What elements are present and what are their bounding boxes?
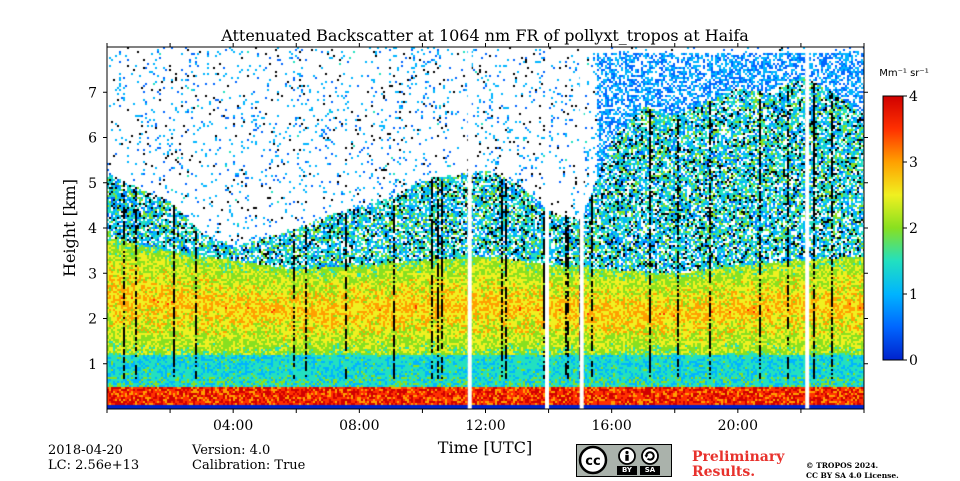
colorbar-unit-label: Mm⁻¹ sr⁻¹	[879, 68, 928, 79]
y-tick-label: 5	[88, 176, 97, 192]
lidar-constant-label: LC: 2.56e+13	[48, 458, 140, 473]
copyright-note: © TROPOS 2024. CC BY SA 4.0 License.	[806, 461, 899, 481]
copyright-line-1: © TROPOS 2024.	[806, 461, 879, 470]
x-axis-label: Time [UTC]	[438, 438, 532, 457]
colorbar-tick-label: 2	[909, 221, 918, 237]
colorbar-tick-label: 0	[909, 353, 918, 369]
y-tick-label: 3	[88, 266, 97, 282]
preliminary-line-1: Preliminary	[692, 449, 785, 465]
x-tick-label: 12:00	[465, 418, 505, 434]
y-tick-label: 2	[88, 312, 97, 328]
cc-by-label: BY	[617, 466, 637, 475]
y-tick-label: 7	[88, 85, 97, 101]
cc-by-sa-badge: cc BY SA	[576, 444, 672, 477]
y-tick-label: 1	[88, 357, 97, 373]
svg-text:cc: cc	[585, 454, 600, 469]
version-label: Version: 4.0	[192, 443, 271, 458]
colorbar-tick-label: 4	[909, 89, 918, 105]
backscatter-heatmap	[107, 47, 864, 409]
plot-area	[107, 47, 864, 409]
x-tick-label: 08:00	[339, 418, 379, 434]
y-tick-label: 4	[88, 221, 97, 237]
preliminary-line-2: Results.	[692, 464, 756, 480]
colorbar-gradient	[882, 95, 904, 361]
x-tick-label: 04:00	[213, 418, 253, 434]
copyright-line-2: CC BY SA 4.0 License.	[806, 471, 899, 480]
date-label: 2018-04-20	[48, 443, 123, 458]
colorbar: Mm⁻¹ sr⁻¹ 0 1 2 3 4	[879, 68, 928, 369]
preliminary-results-note: Preliminary Results.	[692, 450, 784, 480]
x-tick-label: 16:00	[591, 418, 631, 434]
y-tick-label: 6	[88, 131, 97, 147]
y-axis-label: Height [km]	[60, 179, 79, 277]
cc-sa-label: SA	[640, 466, 660, 475]
x-tick-label: 20:00	[718, 418, 758, 434]
calibration-label: Calibration: True	[192, 458, 306, 473]
cc-icon: cc	[578, 445, 659, 475]
chart-title: Attenuated Backscatter at 1064 nm FR of …	[220, 26, 749, 45]
colorbar-tick-label: 1	[909, 287, 918, 303]
x-axis: 04:00 08:00 12:00 16:00 20:00	[106, 43, 865, 434]
colorbar-tick-label: 3	[909, 155, 918, 171]
y-axis: 1 2 3 4 5 6 7	[88, 85, 868, 373]
